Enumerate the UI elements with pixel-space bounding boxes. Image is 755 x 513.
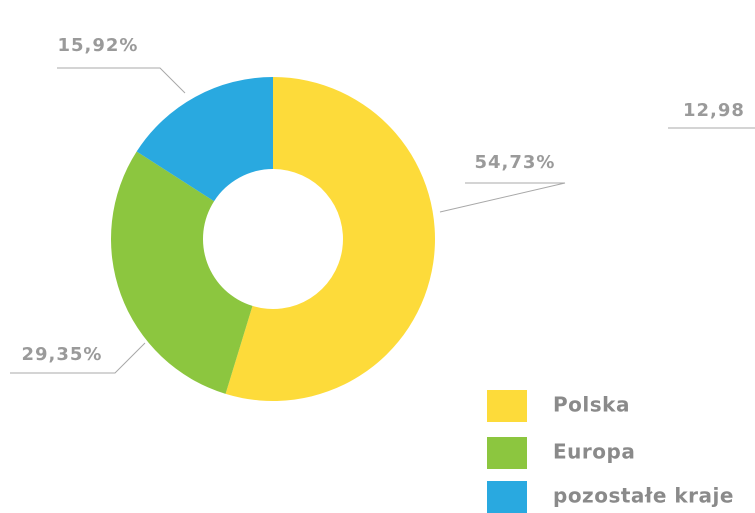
- legend-label: pozostałe kraje: [553, 484, 734, 508]
- legend-label: Europa: [553, 440, 635, 464]
- leader-line: [439, 182, 566, 213]
- legend-swatch: [487, 481, 527, 513]
- slice: [225, 77, 436, 401]
- legend-label: Polska: [553, 393, 630, 417]
- leader-line: [10, 342, 146, 374]
- legend-swatch: [487, 437, 527, 469]
- slice: [136, 77, 273, 202]
- legend-swatch: [487, 390, 527, 422]
- leader-line: [57, 67, 186, 94]
- value-label: 54,73%: [475, 152, 556, 173]
- slice: [110, 151, 253, 394]
- value-label: 15,92%: [58, 35, 139, 56]
- value-label: 29,35%: [22, 344, 103, 365]
- annotation: 12,98: [683, 100, 745, 121]
